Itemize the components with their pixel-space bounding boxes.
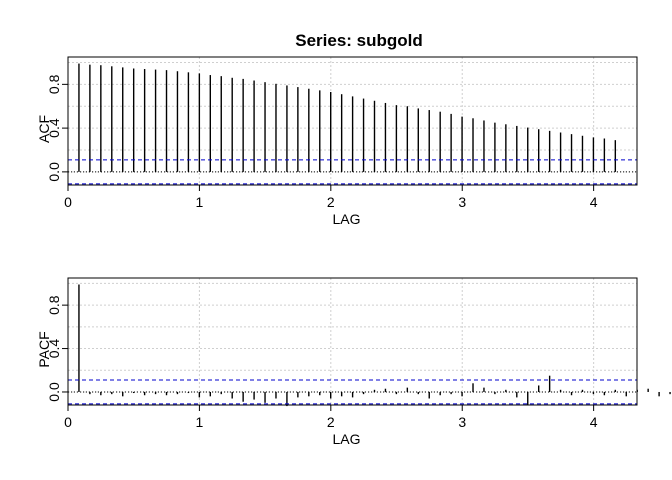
pacf-x-tick-label: 2 — [327, 414, 335, 430]
acf-x-tick-label: 0 — [64, 194, 72, 210]
acf-plot-frame — [67, 56, 638, 186]
acf-panel: Series: subgold 0 1 2 3 4 0.0 0.4 0.8 LAG ACF — [36, 31, 638, 227]
chart-title: Series: subgold — [295, 31, 423, 50]
pacf-x-axis-label: LAG — [332, 431, 360, 447]
acf-x-tick-label: 1 — [196, 194, 204, 210]
pacf-x-tick-label: 0 — [64, 414, 72, 430]
acf-y-tick-label: 0.4 — [46, 118, 62, 138]
pacf-x-axis: 0 1 2 3 4 — [64, 405, 598, 430]
pacf-y-axis: 0.0 0.4 0.8 — [46, 295, 68, 402]
acf-x-axis: 0 1 2 3 4 — [64, 185, 598, 210]
pacf-plot-frame — [67, 277, 638, 406]
pacf-bars — [78, 284, 671, 407]
pacf-y-tick-label: 0.4 — [46, 339, 62, 359]
acf-x-tick-label: 2 — [327, 194, 335, 210]
pacf-y-tick-label: 0.8 — [46, 295, 62, 315]
pacf-x-tick-label: 3 — [458, 414, 466, 430]
pacf-x-tick-label: 1 — [196, 414, 204, 430]
acf-bars — [78, 63, 617, 172]
pacf-x-tick-label: 4 — [590, 414, 598, 430]
acf-x-tick-label: 4 — [590, 194, 598, 210]
pacf-y-tick-label: 0.0 — [46, 382, 62, 402]
pacf-confidence-bounds — [68, 379, 637, 405]
acf-y-axis: 0.0 0.4 0.8 — [46, 74, 68, 182]
pacf-panel: 0 1 2 3 4 0.0 0.4 0.8 LAG PACF — [36, 277, 671, 447]
acf-x-tick-label: 3 — [458, 194, 466, 210]
acf-x-axis-label: LAG — [332, 211, 360, 227]
acf-y-tick-label: 0.0 — [46, 162, 62, 182]
acf-y-tick-label: 0.8 — [46, 74, 62, 94]
acf-confidence-bounds — [68, 159, 637, 185]
acf-y-axis-label: ACF — [36, 115, 52, 143]
pacf-y-axis-label: PACF — [36, 331, 52, 367]
